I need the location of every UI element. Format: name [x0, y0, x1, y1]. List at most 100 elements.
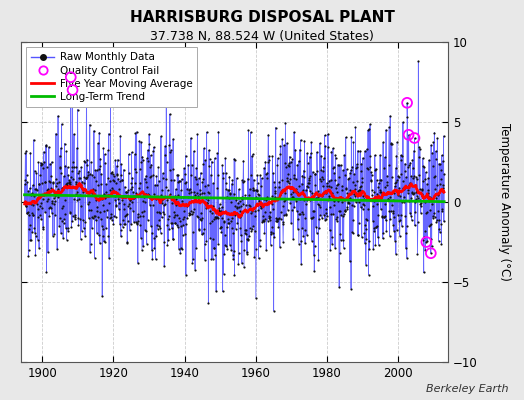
Point: [198, 190, 206, 196]
Point: [373, 223, 381, 230]
Point: [130, 180, 139, 187]
Point: [273, 218, 281, 224]
Point: [401, 213, 409, 220]
Point: [149, 191, 158, 198]
Point: [215, 205, 223, 212]
Point: [38, 180, 46, 187]
Point: [325, 227, 334, 234]
Point: [316, 178, 325, 184]
Point: [380, 154, 389, 160]
Point: [43, 198, 51, 204]
Point: [104, 147, 112, 154]
Point: [130, 151, 139, 158]
Point: [269, 230, 277, 237]
Point: [248, 153, 256, 159]
Point: [321, 143, 330, 149]
Point: [163, 242, 172, 248]
Point: [385, 124, 393, 130]
Point: [215, 208, 224, 214]
Point: [115, 200, 123, 206]
Point: [314, 188, 322, 195]
Point: [349, 216, 357, 223]
Point: [385, 162, 393, 168]
Point: [346, 258, 354, 265]
Point: [376, 186, 384, 193]
Point: [134, 218, 143, 224]
Point: [153, 209, 161, 215]
Point: [166, 111, 174, 117]
Point: [439, 158, 447, 164]
Point: [262, 247, 270, 254]
Point: [232, 197, 240, 203]
Point: [118, 177, 126, 184]
Point: [311, 182, 320, 188]
Point: [217, 229, 226, 236]
Point: [221, 232, 229, 238]
Point: [287, 158, 295, 165]
Point: [110, 173, 118, 180]
Point: [58, 218, 66, 224]
Point: [51, 192, 60, 199]
Point: [121, 184, 129, 190]
Point: [337, 162, 345, 168]
Point: [187, 135, 195, 141]
Point: [35, 245, 43, 251]
Point: [155, 209, 163, 216]
Point: [156, 196, 164, 203]
Point: [186, 210, 194, 217]
Point: [288, 156, 297, 162]
Point: [386, 194, 394, 200]
Point: [392, 179, 400, 185]
Point: [395, 173, 403, 180]
Point: [248, 151, 257, 158]
Point: [302, 186, 310, 193]
Point: [130, 195, 138, 201]
Point: [94, 140, 102, 146]
Point: [159, 170, 167, 176]
Point: [336, 236, 345, 243]
Point: [132, 190, 140, 196]
Point: [375, 194, 384, 200]
Point: [278, 177, 286, 184]
Point: [60, 140, 69, 147]
Point: [249, 176, 258, 183]
Point: [112, 180, 120, 186]
Point: [373, 190, 381, 197]
Point: [351, 193, 359, 199]
Point: [322, 215, 330, 222]
Point: [25, 212, 33, 218]
Point: [384, 196, 392, 202]
Point: [409, 165, 418, 171]
Point: [417, 210, 425, 216]
Point: [157, 133, 165, 140]
Point: [421, 228, 429, 234]
Point: [86, 171, 94, 177]
Point: [92, 217, 100, 224]
Point: [260, 218, 268, 224]
Point: [85, 189, 94, 196]
Point: [103, 193, 111, 200]
Point: [389, 228, 398, 234]
Point: [320, 155, 328, 162]
Point: [225, 195, 233, 202]
Point: [76, 215, 84, 222]
Point: [143, 241, 151, 247]
Point: [387, 141, 395, 148]
Point: [308, 190, 316, 196]
Point: [43, 186, 51, 193]
Point: [152, 173, 161, 179]
Point: [116, 227, 125, 233]
Point: [27, 192, 35, 198]
Point: [314, 202, 323, 208]
Point: [49, 179, 57, 185]
Point: [254, 180, 262, 186]
Point: [117, 233, 125, 240]
Point: [158, 186, 166, 193]
Y-axis label: Temperature Anomaly (°C): Temperature Anomaly (°C): [498, 123, 511, 281]
Point: [241, 227, 249, 234]
Point: [355, 199, 363, 205]
Point: [375, 176, 384, 183]
Point: [191, 176, 200, 182]
Point: [373, 201, 381, 207]
Point: [118, 196, 127, 203]
